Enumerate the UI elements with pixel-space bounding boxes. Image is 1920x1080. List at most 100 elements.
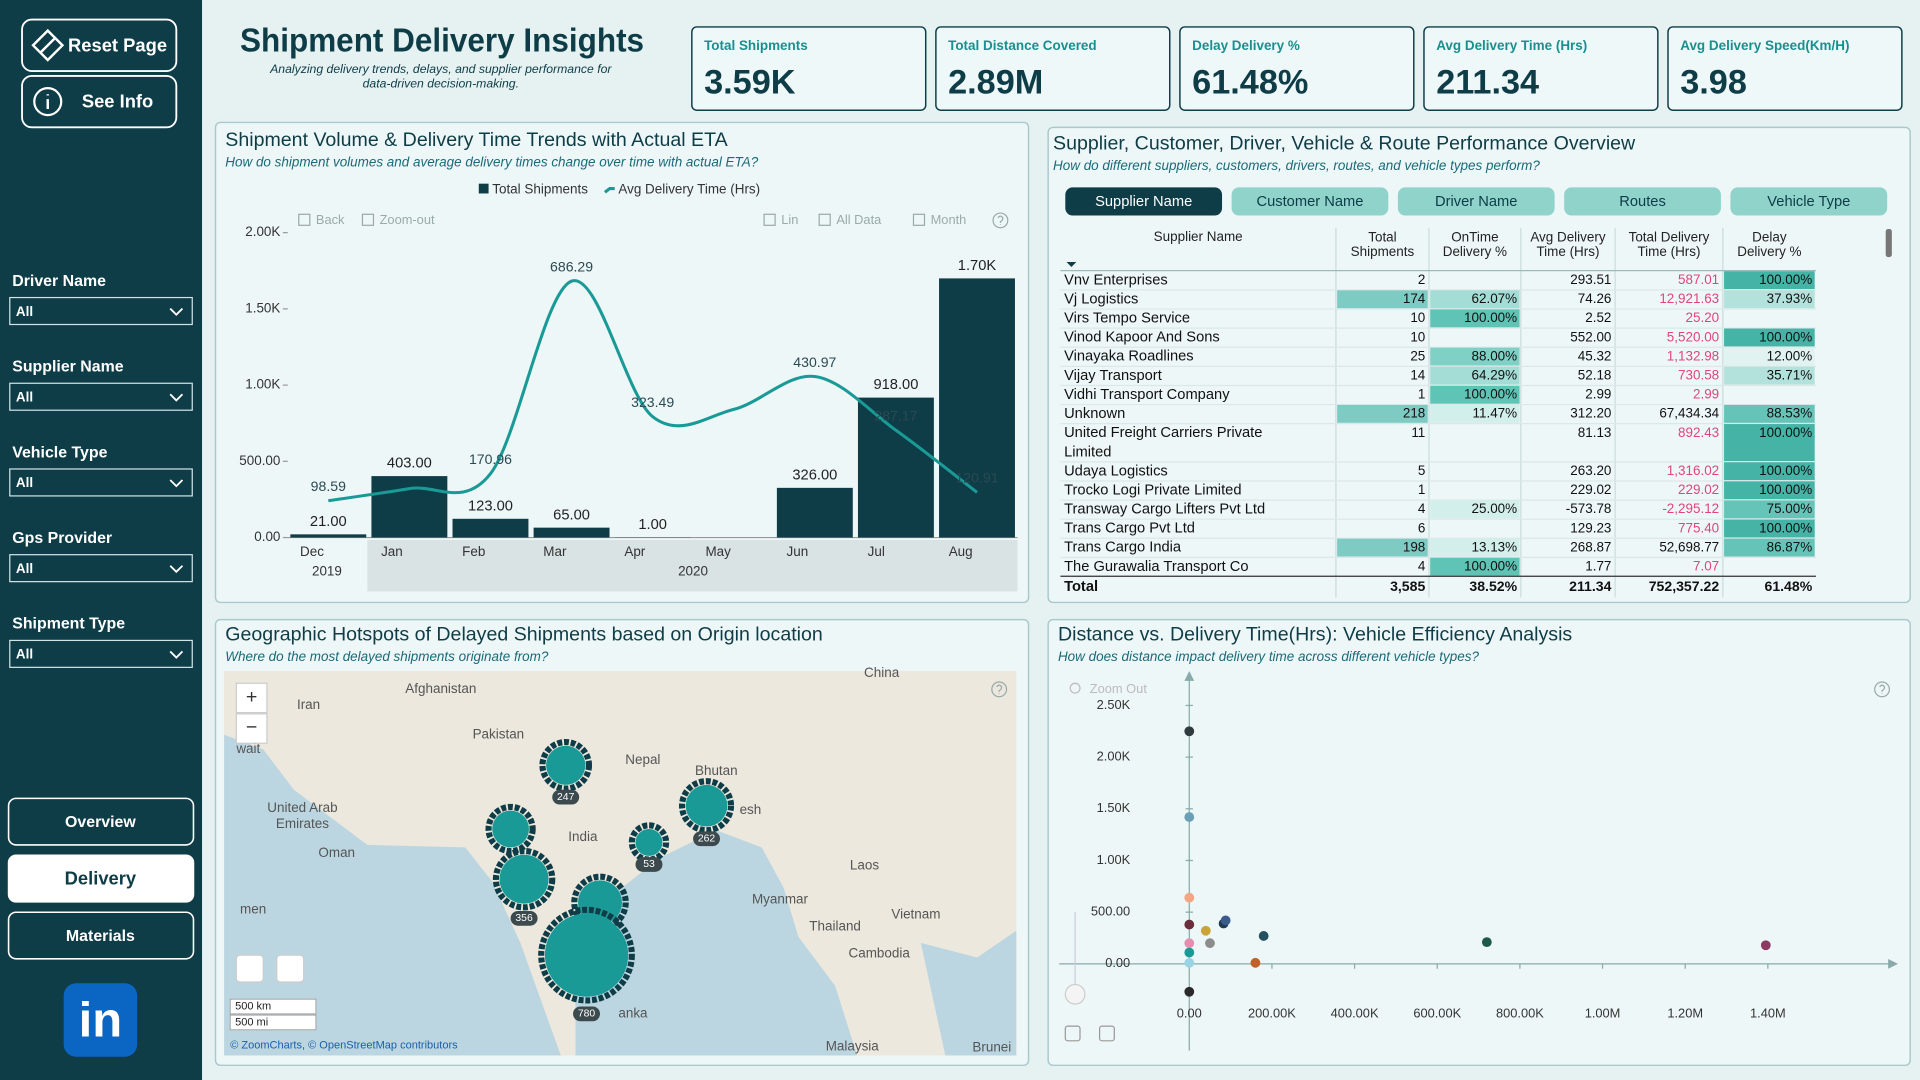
tab-label[interactable]: Customer Name bbox=[1256, 194, 1363, 210]
tab[interactable] bbox=[1730, 187, 1888, 216]
table-cell: 892.43 bbox=[1678, 425, 1719, 440]
toolbar-label[interactable]: All Data bbox=[836, 212, 882, 227]
nav-button[interactable] bbox=[7, 911, 195, 960]
toolbar-icon[interactable] bbox=[298, 213, 311, 226]
scatter-point[interactable] bbox=[1184, 957, 1195, 968]
scatter-point[interactable] bbox=[1481, 937, 1492, 948]
scatter-point[interactable] bbox=[1220, 915, 1231, 926]
cluster[interactable] bbox=[544, 913, 629, 997]
map-sea bbox=[575, 830, 858, 1056]
filter-label: Gps Provider bbox=[12, 530, 112, 547]
sidebar-button[interactable] bbox=[21, 75, 178, 129]
scatter-point[interactable] bbox=[1184, 726, 1195, 737]
map-place: Oman bbox=[318, 845, 355, 860]
y-tick-label: 1.50K bbox=[245, 300, 280, 315]
chart-tool[interactable] bbox=[1098, 1025, 1115, 1042]
info-icon bbox=[33, 87, 63, 117]
scatter-point[interactable] bbox=[1205, 938, 1215, 949]
y-axis-arrow bbox=[1184, 671, 1195, 681]
tab[interactable] bbox=[1065, 187, 1223, 216]
scatter-point[interactable] bbox=[1184, 947, 1195, 958]
table-cell: 75.00% bbox=[1767, 501, 1813, 516]
scale-label: 500 km bbox=[235, 1000, 271, 1012]
toolbar-label[interactable]: Zoom Out bbox=[1090, 681, 1148, 696]
cluster[interactable] bbox=[492, 810, 529, 848]
map-sea bbox=[224, 734, 561, 1056]
tab[interactable] bbox=[1231, 187, 1389, 216]
legend-swatch bbox=[478, 183, 489, 194]
tab[interactable] bbox=[1397, 187, 1555, 216]
filter-dropdown[interactable] bbox=[9, 382, 193, 411]
cluster-count: 53 bbox=[643, 859, 655, 870]
filter-dropdown[interactable] bbox=[9, 296, 193, 326]
toolbar-icon[interactable] bbox=[763, 213, 776, 226]
toolbar-icon[interactable] bbox=[912, 213, 926, 226]
scatter-point[interactable] bbox=[1200, 925, 1211, 936]
toolbar-label[interactable]: Month bbox=[931, 212, 967, 227]
map-place: Malaysia bbox=[826, 1039, 880, 1054]
cell-highlight bbox=[1724, 424, 1815, 462]
tab-label[interactable]: Driver Name bbox=[1435, 194, 1517, 210]
toolbar-icon[interactable] bbox=[361, 213, 375, 226]
table-cell: 552.00 bbox=[1570, 329, 1611, 344]
cell-highlight bbox=[1430, 290, 1520, 309]
scatter-point[interactable] bbox=[1184, 919, 1195, 930]
tab-label[interactable]: Routes bbox=[1619, 194, 1666, 210]
table-cell: 64.29% bbox=[1472, 367, 1518, 382]
scale-bar bbox=[229, 1014, 317, 1031]
cluster[interactable] bbox=[685, 784, 728, 827]
filter-value: All bbox=[16, 304, 33, 319]
panel bbox=[1047, 618, 1911, 1067]
slider-handle[interactable] bbox=[1064, 983, 1086, 1005]
bar bbox=[371, 476, 448, 538]
zoom-button[interactable] bbox=[235, 713, 268, 744]
cluster[interactable] bbox=[499, 854, 549, 904]
filter-value: All bbox=[16, 475, 33, 490]
kpi-value: 3.98 bbox=[1680, 64, 1747, 102]
page-subtitle: Analyzing delivery trends, delays, and s… bbox=[269, 62, 612, 76]
cluster[interactable] bbox=[546, 745, 586, 785]
kpi-label: Avg Delivery Speed(Km/H) bbox=[1680, 38, 1849, 53]
linkedin-logo[interactable] bbox=[63, 983, 138, 1057]
kpi-label: Delay Delivery % bbox=[1192, 38, 1300, 53]
toolbar-icon[interactable] bbox=[818, 213, 831, 226]
scatter-point[interactable] bbox=[1250, 957, 1261, 968]
filter-dropdown[interactable] bbox=[9, 468, 193, 497]
logo-text: in bbox=[79, 994, 123, 1048]
tab-label[interactable]: Supplier Name bbox=[1095, 194, 1192, 210]
scatter-point[interactable] bbox=[1184, 892, 1195, 903]
total-cell: 3,585 bbox=[1390, 578, 1425, 594]
dropdown-chevron bbox=[169, 565, 184, 574]
total-cell: 38.52% bbox=[1469, 578, 1517, 594]
sidebar-button[interactable] bbox=[21, 18, 178, 72]
kpi-label: Total Shipments bbox=[704, 38, 808, 53]
column-header: Supplier Name bbox=[1154, 229, 1243, 244]
scatter-point[interactable] bbox=[1184, 986, 1195, 997]
nav-button[interactable] bbox=[7, 854, 195, 903]
filter-label: Driver Name bbox=[12, 273, 106, 290]
scatter-point[interactable] bbox=[1184, 938, 1195, 949]
toolbar-label[interactable]: Lin bbox=[781, 212, 798, 227]
map-tool[interactable] bbox=[276, 954, 305, 983]
toolbar-label[interactable]: Zoom-out bbox=[380, 212, 435, 227]
map-tool[interactable] bbox=[235, 954, 264, 983]
tab-label[interactable]: Vehicle Type bbox=[1767, 194, 1850, 210]
scatter-point[interactable] bbox=[1760, 940, 1771, 951]
tab[interactable] bbox=[1564, 187, 1721, 216]
cluster[interactable] bbox=[635, 828, 663, 856]
filter-dropdown[interactable] bbox=[9, 554, 193, 583]
chart-tool[interactable] bbox=[1064, 1025, 1081, 1042]
y-tick-label: 500.00 bbox=[1091, 904, 1130, 919]
x-tick-label: Jul bbox=[868, 544, 885, 559]
zoom-button[interactable] bbox=[235, 682, 268, 714]
scatter-point[interactable] bbox=[1184, 812, 1195, 822]
table-cell: Vidhi Transport Company bbox=[1064, 387, 1230, 403]
filter-dropdown[interactable] bbox=[9, 639, 193, 668]
kpi-card bbox=[691, 26, 927, 111]
column-header-line: Total Delivery bbox=[1629, 229, 1710, 244]
kpi-label: Total Distance Covered bbox=[948, 38, 1097, 53]
toolbar-label[interactable]: Back bbox=[316, 212, 345, 227]
cell-highlight bbox=[1724, 519, 1815, 538]
scatter-point[interactable] bbox=[1258, 931, 1269, 941]
nav-button[interactable] bbox=[7, 797, 195, 846]
